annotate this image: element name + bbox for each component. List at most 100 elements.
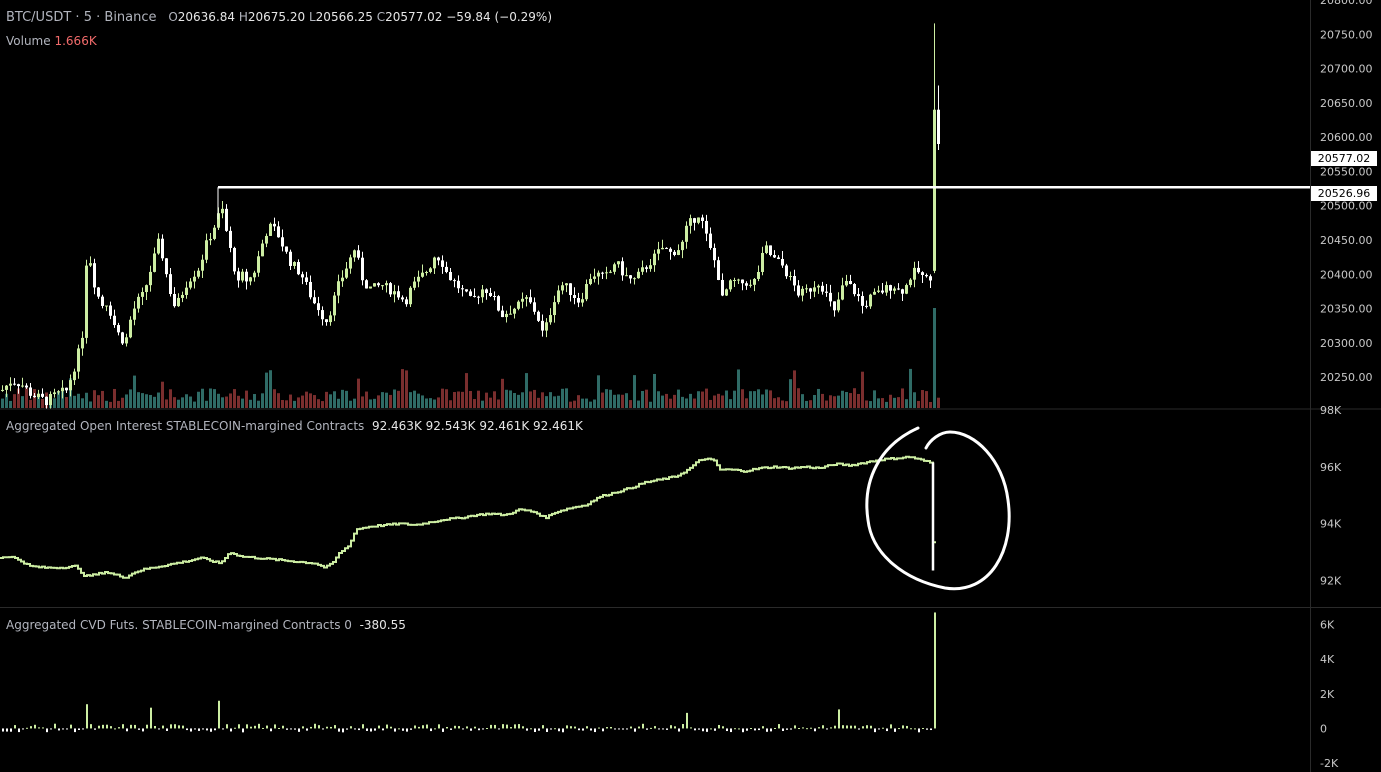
cvd-bar: [846, 725, 848, 729]
volume-bar: [325, 391, 328, 408]
candle-body: [669, 248, 672, 252]
cvd-bar: [126, 728, 128, 732]
cvd-bar: [74, 728, 76, 733]
volume-bar: [1, 398, 4, 408]
volume-bar: [633, 375, 636, 408]
cvd-bar: [54, 723, 56, 729]
candle-body: [597, 272, 600, 277]
candle-body: [621, 261, 624, 276]
volume-bar: [145, 394, 148, 408]
candle-body: [369, 286, 372, 289]
candle-body: [541, 320, 544, 331]
candle-body: [709, 233, 712, 248]
volume-bar: [229, 393, 232, 408]
cvd-bar: [102, 724, 104, 729]
cvd-bar: [806, 728, 808, 730]
candle-body: [885, 285, 888, 293]
cvd-bar: [642, 723, 644, 729]
cvd-bar: [498, 728, 500, 730]
volume-bar: [561, 388, 564, 408]
volume-bar: [601, 392, 604, 408]
cvd-bar: [106, 724, 108, 729]
cvd-bar: [658, 728, 660, 730]
candle-body: [761, 252, 764, 272]
volume-bar: [409, 392, 412, 408]
volume-bars: [1, 308, 940, 408]
candle-body: [317, 303, 320, 311]
candle-body: [121, 332, 124, 344]
cvd-bar: [358, 728, 360, 731]
candle-body: [505, 313, 508, 318]
volume-bar: [897, 397, 900, 408]
cvd-bar: [66, 728, 68, 730]
candle-body: [605, 272, 608, 274]
cvd-bar: [618, 728, 620, 730]
volume-bar: [33, 389, 36, 408]
candle-body: [193, 276, 196, 282]
price-axes: 20250.00 20300.00 20350.00 20400.00 20450.00…: [1320, 0, 1373, 770]
volume-bar: [609, 389, 612, 408]
volume-bar: [273, 389, 276, 408]
main-legend: BTC/USDT · 5 · Binance O20636.84 H20675.…: [6, 10, 552, 25]
cvd-bar: [566, 725, 568, 729]
candle-body: [837, 299, 840, 311]
candle-body: [73, 371, 76, 381]
change-value: −59.84 (−0.29%): [446, 10, 553, 24]
candle-body: [593, 276, 596, 279]
cvd-bar: [630, 726, 632, 729]
cvd-tick: 6K: [1320, 619, 1335, 632]
cvd-bar: [438, 724, 440, 729]
volume-bar: [213, 389, 216, 408]
volume-bar: [41, 398, 44, 408]
candle-body: [893, 288, 896, 291]
volume-bar: [933, 308, 936, 408]
volume-bar: [513, 393, 516, 408]
cvd-bar: [934, 612, 936, 729]
volume-bar: [629, 400, 632, 408]
candle-body: [589, 278, 592, 285]
volume-bar: [429, 398, 432, 408]
volume-bar: [181, 397, 184, 408]
cvd-bar: [78, 728, 80, 730]
cvd-bar: [62, 728, 64, 730]
oi-legend: Aggregated Open Interest STABLECOIN-marg…: [6, 419, 583, 433]
cvd-bar: [742, 728, 744, 733]
cvd-bar: [654, 726, 656, 729]
volume-bar: [81, 398, 84, 408]
candle-body: [717, 260, 720, 280]
cvd-bar: [146, 724, 148, 729]
candle-body: [565, 283, 568, 286]
cvd-bar: [514, 724, 516, 729]
cvd-bar: [522, 726, 524, 729]
volume-bar: [109, 401, 112, 408]
candle-body: [533, 302, 536, 312]
candle-body: [145, 285, 148, 293]
cvd-bar: [178, 725, 180, 729]
volume-bar: [421, 395, 424, 408]
cvd-bar: [198, 728, 200, 731]
volume-bar: [489, 397, 492, 408]
candle-body: [873, 291, 876, 295]
volume-bar: [329, 394, 332, 408]
volume-bar: [305, 391, 308, 408]
volume-bar: [493, 391, 496, 408]
candle-body: [17, 384, 20, 387]
volume-bar: [185, 394, 188, 408]
cvd-bar: [194, 728, 196, 730]
cvd-bar: [602, 728, 604, 732]
volume-bar: [441, 388, 444, 408]
candle-body: [817, 285, 820, 288]
cvd-bar: [830, 727, 832, 729]
volume-bar: [573, 400, 576, 408]
volume-bar: [805, 400, 808, 408]
candle-body: [285, 246, 288, 252]
candle-body: [473, 295, 476, 297]
cvd-bar: [150, 707, 152, 729]
cvd-bar: [850, 725, 852, 729]
cvd-bar: [298, 728, 300, 732]
cvd-bar: [698, 728, 700, 730]
volume-bar: [201, 388, 204, 408]
cvd-bar: [322, 728, 324, 730]
cvd-bar: [490, 724, 492, 729]
